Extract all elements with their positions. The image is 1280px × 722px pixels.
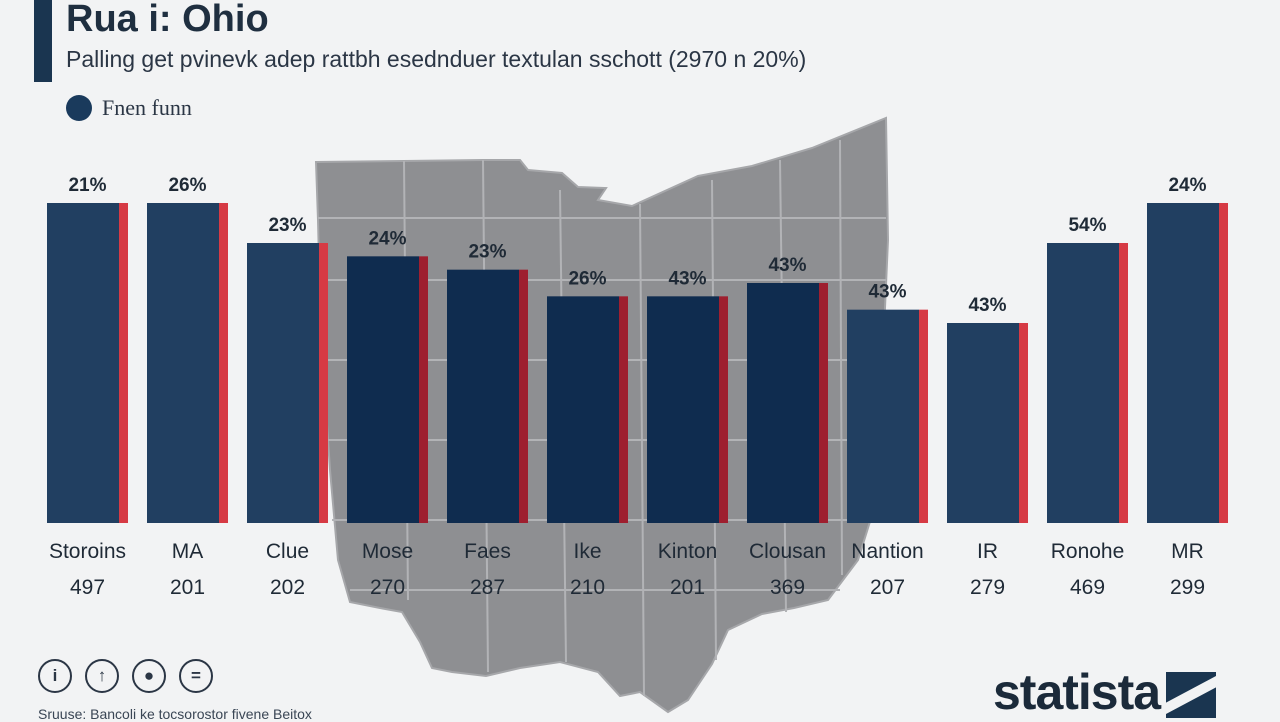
bar-edge-0 (119, 203, 128, 523)
data-label-4: 23% (468, 242, 506, 263)
bar-10 (1047, 243, 1119, 523)
bar-edge-6 (719, 296, 728, 523)
tick-label-11: MR (1171, 540, 1204, 563)
sub-label-4: 287 (470, 576, 505, 599)
chart-title: Rua i: Ohio (66, 0, 269, 40)
data-label-10: 54% (1068, 215, 1106, 236)
sub-label-11: 299 (1170, 576, 1205, 599)
bar-9 (947, 323, 1019, 523)
bar-0 (47, 203, 119, 523)
bar-edge-4 (519, 269, 528, 523)
data-label-0: 21% (68, 175, 106, 196)
user-icon[interactable]: ● (132, 659, 166, 693)
legend-label: Fnen funn (102, 95, 192, 120)
footer-icons: i ↑ ● = (38, 659, 213, 693)
bar-1 (147, 203, 219, 523)
bar-edge-10 (1119, 243, 1128, 523)
bar-5 (547, 296, 619, 523)
bar-edge-5 (619, 296, 628, 523)
statista-logo[interactable]: statista (993, 664, 1217, 720)
data-label-8: 43% (868, 282, 906, 303)
logo-text: statista (993, 664, 1161, 720)
bar-3 (347, 256, 419, 523)
source-note: Sruuse: Bancoli ke tocsorostor fivene Be… (38, 706, 312, 722)
tick-label-1: MA (172, 540, 204, 563)
chart-subtitle: Palling get pvinevk adep rattbh esedndue… (66, 46, 807, 72)
tick-label-6: Kinton (658, 540, 718, 563)
sub-label-5: 210 (570, 576, 605, 599)
tick-label-0: Storoins (49, 540, 126, 563)
bar-11 (1147, 203, 1219, 523)
tick-label-2: Clue (266, 540, 309, 563)
title-accent-bar (34, 0, 52, 82)
info-icon[interactable]: i (38, 659, 72, 693)
sub-label-0: 497 (70, 576, 105, 599)
bar-7 (747, 283, 819, 523)
bar-edge-3 (419, 256, 428, 523)
sub-label-1: 201 (170, 576, 205, 599)
data-label-3: 24% (368, 228, 406, 249)
bar-4 (447, 269, 519, 523)
logo-mark-icon (1166, 672, 1217, 718)
sub-label-6: 201 (670, 576, 705, 599)
bar-edge-2 (319, 243, 328, 523)
legend: Fnen funn (66, 94, 192, 122)
tick-label-7: Clousan (749, 540, 826, 563)
share-icon[interactable]: ↑ (85, 659, 119, 693)
data-label-1: 26% (168, 175, 206, 196)
bar-edge-9 (1019, 323, 1028, 523)
bar-6 (647, 296, 719, 523)
sub-label-10: 469 (1070, 576, 1105, 599)
tick-label-10: Ronohe (1051, 540, 1125, 563)
tick-label-9: IR (977, 540, 998, 563)
sub-label-9: 279 (970, 576, 1005, 599)
tick-label-8: Nantion (851, 540, 923, 563)
bar-8 (847, 309, 919, 523)
sub-label-3: 270 (370, 576, 405, 599)
bar-edge-1 (219, 203, 228, 523)
bar-edge-11 (1219, 203, 1228, 523)
legend-swatch (66, 95, 92, 121)
sub-label-7: 369 (770, 576, 805, 599)
data-label-7: 43% (768, 255, 806, 276)
tick-label-3: Mose (362, 540, 413, 563)
sub-label-2: 202 (270, 576, 305, 599)
bar-2 (247, 243, 319, 523)
data-label-11: 24% (1168, 175, 1206, 196)
sub-label-8: 207 (870, 576, 905, 599)
bar-edge-8 (919, 309, 928, 523)
data-label-2: 23% (268, 215, 306, 236)
menu-icon[interactable]: = (179, 659, 213, 693)
bar-edge-7 (819, 283, 828, 523)
data-label-9: 43% (968, 295, 1006, 316)
tick-label-5: Ike (573, 540, 601, 563)
data-label-6: 43% (668, 268, 706, 289)
tick-label-4: Faes (464, 540, 511, 563)
data-label-5: 26% (568, 268, 606, 289)
